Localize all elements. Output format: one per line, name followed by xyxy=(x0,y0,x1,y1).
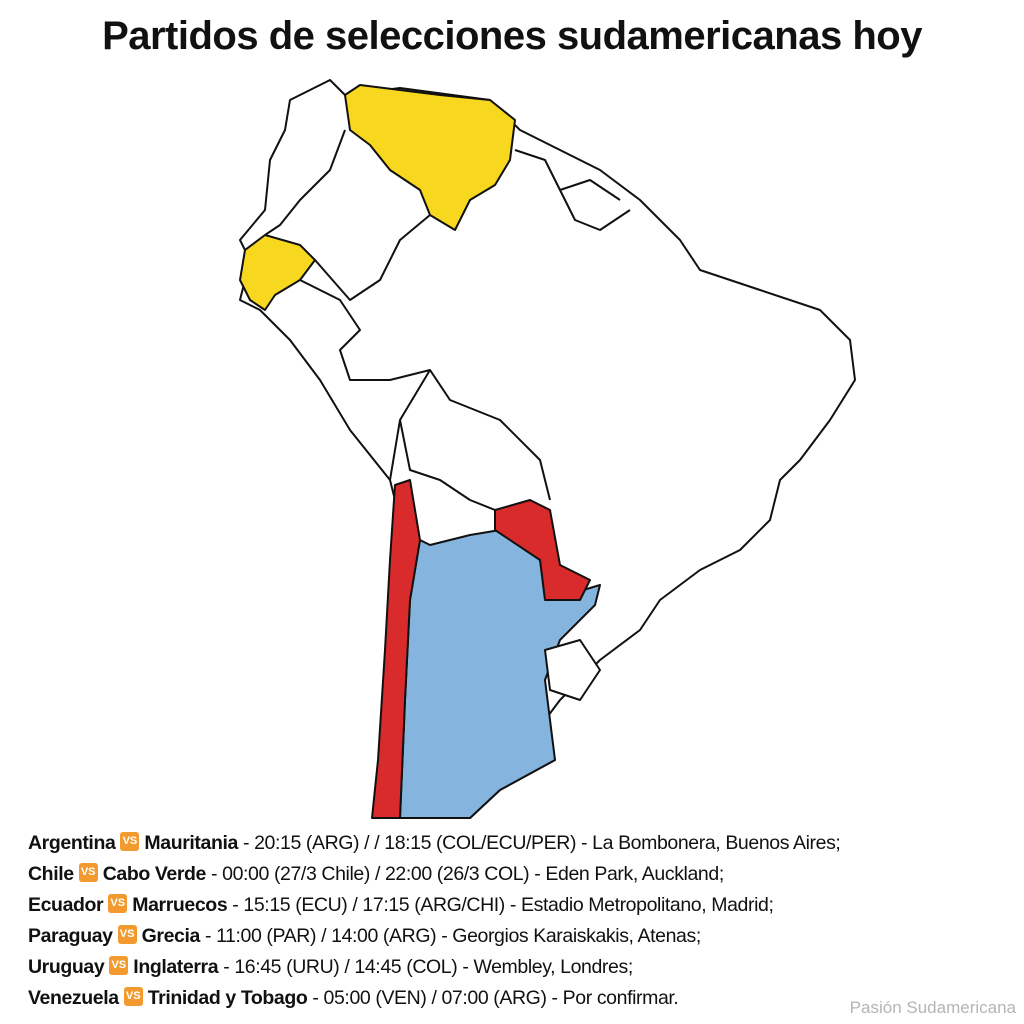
border xyxy=(299,279,431,481)
team: Chile xyxy=(28,863,74,885)
border xyxy=(559,189,631,231)
ecuador xyxy=(239,234,316,311)
team: Uruguay xyxy=(28,956,105,978)
chile xyxy=(371,479,421,819)
title: Partidos de selecciones sudamericanas ho… xyxy=(102,14,922,58)
match: Paraguay VS Grecia - 11:00 (PAR) / 14:00 (… xyxy=(28,921,1008,952)
details: - 16:45 (URU) / 14:45 (COL) - Wembley, L… xyxy=(223,956,633,978)
team: Venezuela xyxy=(28,987,119,1009)
match: Venezuela VS Trinidad y Tobago - 05:00 (VE… xyxy=(28,983,1008,1014)
border xyxy=(429,369,551,501)
opponent: Grecia xyxy=(141,925,201,947)
details: - 20:15 (ARG) / / 18:15 (COL/ECU/PER) - … xyxy=(242,832,841,854)
uruguay xyxy=(544,639,601,701)
border xyxy=(314,214,431,301)
details: - 11:00 (PAR) / 14:00 (ARG) - Georgios K… xyxy=(204,925,701,947)
opponent: Mauritania xyxy=(144,832,238,854)
vs-icon: VS xyxy=(108,894,128,914)
match: Ecuador VS Marruecos - 15:15 (ECU) / 17:15… xyxy=(28,890,1008,921)
details: - 15:15 (ECU) / 17:15 (ARG/CHI) - Estadi… xyxy=(232,894,774,916)
team: Ecuador xyxy=(28,894,104,916)
vs-icon: VS xyxy=(78,863,98,883)
match: Argentina VS Mauritania - 20:15 (ARG) / / … xyxy=(28,828,1008,859)
opponent: Cabo Verde xyxy=(102,863,207,885)
opponent: Inglaterra xyxy=(133,956,219,978)
team: Paraguay xyxy=(28,925,113,947)
opponent: Marruecos xyxy=(132,894,228,916)
border xyxy=(264,129,346,236)
vs-icon: VS xyxy=(117,925,137,945)
details: - 05:00 (VEN) / 07:00 (ARG) - Por confir… xyxy=(312,987,679,1009)
paraguay xyxy=(494,499,591,601)
opponent: Trinidad y Tobago xyxy=(147,987,308,1009)
details: - 00:00 (27/3 Chile) / 22:00 (26/3 COL) … xyxy=(211,863,724,885)
border xyxy=(399,419,496,511)
venezuela xyxy=(344,84,516,231)
match-list: Argentina VS Mauritania - 20:15 (ARG) / / … xyxy=(28,828,1008,1014)
footer: Pasión Sudamericana xyxy=(849,998,1016,1017)
vs-icon: VS xyxy=(123,987,143,1007)
match: Chile VS Cabo Verde - 00:00 (27/3 Chile) /… xyxy=(28,859,1008,890)
vs-icon: VS xyxy=(120,832,140,852)
match: Uruguay VS Inglaterra - 16:45 (URU) / 14:4… xyxy=(28,952,1008,983)
vs-icon: VS xyxy=(109,956,129,976)
team: Argentina xyxy=(28,832,116,854)
